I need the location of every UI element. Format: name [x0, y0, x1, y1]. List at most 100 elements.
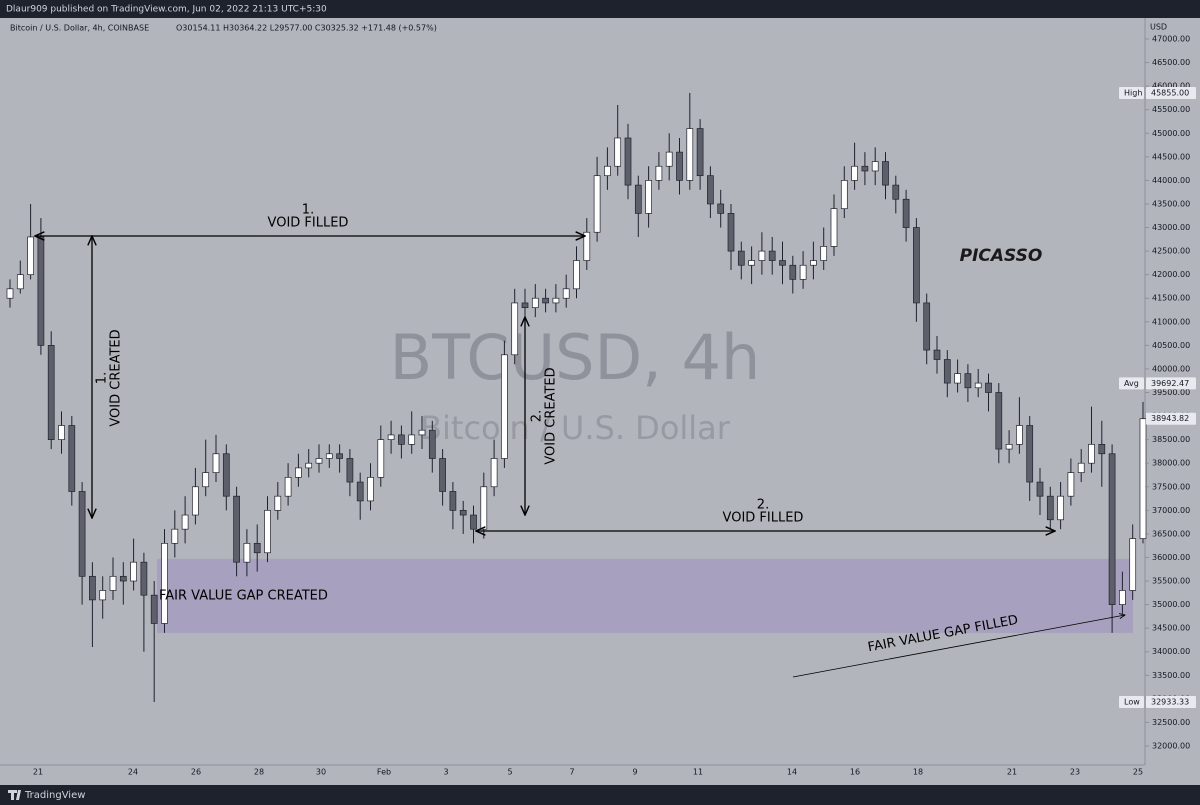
price-tag: High — [1124, 88, 1142, 97]
y-tick-label: 47000.00 — [1152, 35, 1190, 44]
candle-body — [428, 429, 436, 459]
candle-body — [459, 509, 467, 516]
candle-body — [779, 260, 786, 266]
candle-body — [1129, 538, 1137, 591]
candle-body — [943, 359, 951, 384]
candle-body — [408, 434, 416, 445]
candle-body — [593, 175, 601, 233]
candle-body — [418, 429, 426, 436]
candle-body — [531, 297, 539, 309]
price-label: 32933.33 — [1151, 698, 1189, 707]
x-tick-label: 28 — [254, 768, 264, 777]
y-tick-label: 41000.00 — [1152, 317, 1190, 326]
candle-body — [284, 476, 292, 497]
legend-ohlc: O30154.11 H30364.22 L29577.00 C30325.32 … — [176, 24, 437, 33]
candle-body — [439, 458, 446, 492]
price-label-box — [1146, 86, 1196, 99]
arrow — [792, 615, 1125, 678]
candle-body — [305, 462, 313, 469]
candle-body — [933, 349, 941, 360]
candle-body — [377, 439, 385, 478]
candle-body — [964, 373, 972, 389]
candle-body — [810, 260, 817, 266]
candle-body — [119, 575, 127, 582]
x-tick-label: 14 — [787, 768, 797, 777]
candle-body — [1046, 495, 1054, 521]
annotation: VOID CREATED — [544, 367, 559, 464]
y-axis-label: USD — [1150, 23, 1167, 32]
candle-body — [1088, 443, 1095, 464]
price-label: 39692.47 — [1151, 379, 1189, 388]
candle-body — [16, 274, 24, 290]
y-tick-label: 36500.00 — [1152, 529, 1190, 538]
candle-body — [1067, 472, 1075, 497]
price-label-box — [1146, 412, 1196, 425]
candle-body — [892, 184, 900, 200]
candle-body — [1077, 462, 1085, 473]
x-tick-label: 7 — [569, 768, 574, 777]
candle-body — [140, 561, 148, 596]
candle-body — [923, 302, 931, 351]
candle-body — [6, 288, 14, 299]
candle-body — [851, 165, 858, 181]
candle-body — [181, 514, 189, 530]
y-tick-label: 34500.00 — [1152, 624, 1190, 633]
price-tag-box — [1119, 86, 1144, 99]
candle-body — [882, 161, 889, 186]
price-label: 38943.82 — [1151, 414, 1189, 423]
y-tick-label: 44500.00 — [1152, 152, 1190, 161]
candle-body — [356, 481, 364, 502]
candle-body — [243, 542, 251, 563]
candle-body — [676, 151, 683, 181]
y-tick-label: 32000.00 — [1152, 742, 1190, 751]
fair-value-gap-zone — [157, 558, 1133, 633]
candle-body — [171, 528, 179, 544]
candle-body — [58, 425, 65, 440]
candle-body — [954, 373, 961, 384]
price-label-box — [1146, 377, 1196, 390]
watermark-subtitle: Bitcoin / U.S. Dollar — [420, 409, 731, 447]
candle-body — [696, 128, 704, 177]
price-tag-box — [1119, 377, 1144, 390]
candle-body — [974, 382, 982, 389]
candle-body — [99, 590, 107, 601]
y-tick-label: 34000.00 — [1152, 647, 1190, 656]
candle-body — [665, 151, 673, 167]
candle-body — [902, 198, 910, 228]
candle-body — [68, 425, 76, 492]
candle-body — [336, 453, 343, 459]
bottom-bar — [0, 785, 1200, 805]
y-tick-label: 32500.00 — [1152, 718, 1190, 727]
candle-body — [253, 542, 261, 554]
candle-body — [840, 180, 848, 210]
candle-body — [645, 180, 652, 214]
price-tag-box — [1119, 696, 1144, 709]
candle-body — [624, 137, 632, 186]
zone-layer — [157, 558, 1133, 633]
y-tick-label: 40500.00 — [1152, 341, 1190, 350]
candle-body — [480, 486, 488, 530]
candle-body — [995, 392, 1003, 450]
candle-body — [655, 165, 663, 181]
x-tick-label: 21 — [33, 768, 43, 777]
price-tag: Avg — [1124, 379, 1139, 388]
y-tick-label: 46500.00 — [1152, 58, 1190, 67]
price-label-box — [1146, 696, 1196, 709]
x-tick-label: 3 — [443, 768, 448, 777]
annotation: 1. — [302, 203, 314, 218]
x-tick-label: Feb — [377, 768, 391, 777]
candle-body — [707, 175, 714, 205]
candle-body — [37, 236, 45, 346]
brand: TradingView — [24, 790, 85, 801]
x-tick-label: 16 — [850, 768, 860, 777]
candle-body — [913, 227, 920, 304]
candle-body — [470, 514, 477, 530]
x-tick-label: 11 — [693, 768, 703, 777]
candle-body — [387, 434, 395, 440]
candle-body — [150, 594, 158, 624]
candle-body — [274, 495, 282, 511]
y-tick-label: 45500.00 — [1152, 105, 1190, 114]
candle-body — [985, 382, 992, 393]
